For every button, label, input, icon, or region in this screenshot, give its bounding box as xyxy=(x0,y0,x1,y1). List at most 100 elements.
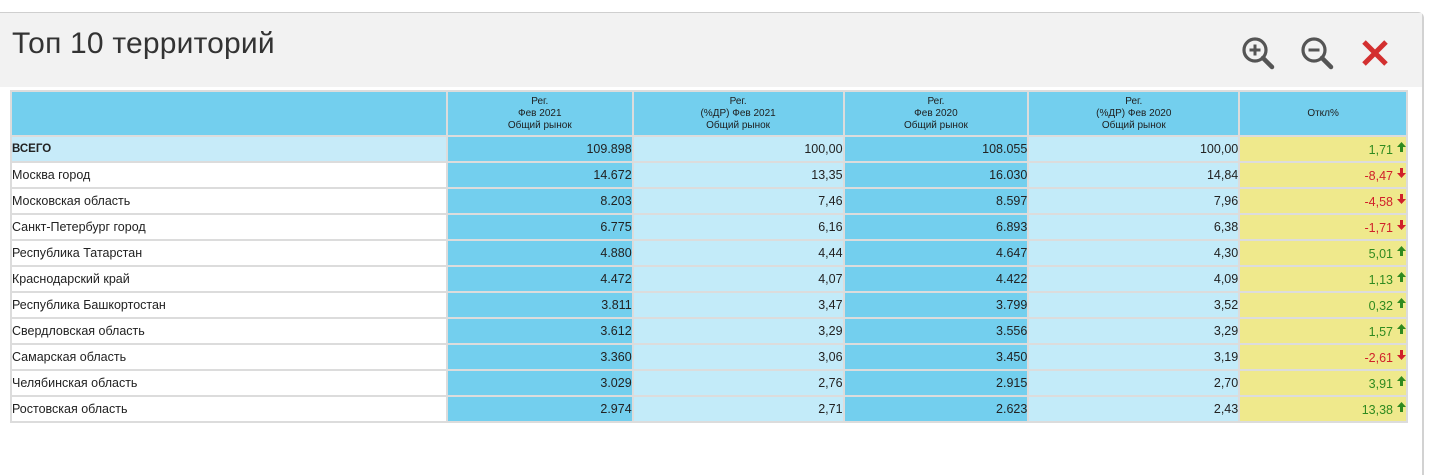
column-header-4[interactable]: Рег. (%ДР) Фев 2020 Общий рынок xyxy=(1029,92,1239,135)
column-header-line: Общий рынок xyxy=(507,119,572,131)
deviation-cell: 1,13 xyxy=(1240,267,1406,291)
deviation-cell: -8,47 xyxy=(1240,163,1406,187)
column-header-line: Рег. xyxy=(927,95,945,107)
value-2020-cell: 3.556 xyxy=(844,319,1028,343)
deviation-cell: 13,38 xyxy=(1240,397,1406,421)
territory-name-cell: Свердловская область xyxy=(12,319,446,343)
zoom-out-icon xyxy=(1301,37,1334,70)
table-row[interactable]: Ростовская область 2.974 2,71 2.623 2,43 13,3… xyxy=(12,397,1406,421)
arrow-down-icon xyxy=(1397,349,1406,360)
deviation-value: 0,32 xyxy=(1368,298,1393,313)
share-2020-cell: 3,19 xyxy=(1029,345,1239,369)
share-2021-cell: 100,00 xyxy=(633,137,843,161)
value-2021-cell: 2.974 xyxy=(447,397,632,421)
column-header-line: Общий рынок xyxy=(903,119,968,131)
column-header-2[interactable]: Рег. (%ДР) Фев 2021 Общий рынок xyxy=(633,92,843,135)
share-2020-cell: 2,70 xyxy=(1029,371,1239,395)
table-row[interactable]: Республика Башкортостан 3.811 3,47 3.799 3,5… xyxy=(12,293,1406,317)
share-2020-cell: 7,96 xyxy=(1029,189,1239,213)
value-2021-cell: 14.672 xyxy=(447,163,632,187)
arrow-up-icon xyxy=(1397,297,1406,308)
table-row[interactable]: Свердловская область 3.612 3,29 3.556 3,29 1,… xyxy=(12,319,1406,343)
deviation-cell: 1,71 xyxy=(1240,137,1406,161)
deviation-cell: 5,01 xyxy=(1240,241,1406,265)
value-2021-cell: 4.472 xyxy=(447,267,632,291)
widget-header: Топ 10 территорий xyxy=(0,13,1422,87)
arrow-up-icon xyxy=(1397,401,1406,412)
arrow-down-icon xyxy=(1397,219,1406,230)
share-2020-cell: 3,52 xyxy=(1029,293,1239,317)
share-2021-cell: 3,06 xyxy=(633,345,843,369)
column-header-3[interactable]: Рег. Фев 2020 Общий рынок xyxy=(844,92,1028,135)
deviation-value: 1,57 xyxy=(1368,324,1393,339)
zoom-out-button[interactable] xyxy=(1299,35,1335,71)
value-2020-cell: 16.030 xyxy=(844,163,1028,187)
share-2020-cell: 4,09 xyxy=(1029,267,1239,291)
share-2021-cell: 4,07 xyxy=(633,267,843,291)
table-row[interactable]: Краснодарский край 4.472 4,07 4.422 4,09 1,13 xyxy=(12,267,1406,291)
column-header-1[interactable]: Рег. Фев 2021 Общий рынок xyxy=(447,92,632,135)
zoom-in-icon xyxy=(1242,37,1275,70)
deviation-value: -4,58 xyxy=(1364,194,1394,209)
table-row[interactable]: Челябинская область 3.029 2,76 2.915 2,70 3,9… xyxy=(12,371,1406,395)
deviation-value: -8,47 xyxy=(1364,168,1394,183)
page-title: Топ 10 территорий xyxy=(12,27,275,60)
column-header-5[interactable]: Откл% xyxy=(1240,92,1406,135)
column-header-0[interactable] xyxy=(12,92,446,135)
share-2021-cell: 7,46 xyxy=(633,189,843,213)
deviation-value: 3,91 xyxy=(1368,376,1393,391)
column-header-line: Откл% xyxy=(1307,107,1339,119)
arrow-up-icon xyxy=(1397,141,1406,152)
share-2020-cell: 2,43 xyxy=(1029,397,1239,421)
table-row[interactable]: Республика Татарстан 4.880 4,44 4.647 4,30 5,… xyxy=(12,241,1406,265)
deviation-cell: 0,32 xyxy=(1240,293,1406,317)
close-button[interactable] xyxy=(1357,35,1393,71)
value-2020-cell: 6.893 xyxy=(844,215,1028,239)
share-2021-cell: 3,47 xyxy=(633,293,843,317)
arrow-up-icon xyxy=(1397,245,1406,256)
territory-name-cell: Челябинская область xyxy=(12,371,446,395)
share-2021-cell: 3,29 xyxy=(633,319,843,343)
widget-panel: Топ 10 территорий xyxy=(0,12,1424,475)
share-2020-cell: 4,30 xyxy=(1029,241,1239,265)
arrow-down-icon xyxy=(1397,167,1406,178)
value-2021-cell: 3.612 xyxy=(447,319,632,343)
territory-name-cell: Самарская область xyxy=(12,345,446,369)
deviation-value: 13,38 xyxy=(1361,402,1393,417)
zoom-in-button[interactable] xyxy=(1240,35,1276,71)
value-2021-cell: 109.898 xyxy=(447,137,632,161)
deviation-value: -1,71 xyxy=(1364,220,1394,235)
column-header-line: Фев 2020 xyxy=(914,107,958,119)
deviation-cell: 3,91 xyxy=(1240,371,1406,395)
deviation-value: 1,71 xyxy=(1368,142,1393,157)
close-icon xyxy=(1362,40,1388,66)
value-2021-cell: 3.811 xyxy=(447,293,632,317)
value-2020-cell: 3.450 xyxy=(844,345,1028,369)
table-row[interactable]: Московская область 8.203 7,46 8.597 7,96 -4,5… xyxy=(12,189,1406,213)
territory-name-cell: Санкт-Петербург город xyxy=(12,215,446,239)
share-2021-cell: 4,44 xyxy=(633,241,843,265)
column-header-line: Общий рынок xyxy=(1101,119,1166,131)
table-row[interactable]: Самарская область 3.360 3,06 3.450 3,19 -2,61 xyxy=(12,345,1406,369)
territory-name-cell: ВСЕГО xyxy=(12,137,446,161)
table-row[interactable]: Москва город 14.672 13,35 16.030 14,84 -8,47 xyxy=(12,163,1406,187)
deviation-cell: -2,61 xyxy=(1240,345,1406,369)
value-2020-cell: 4.422 xyxy=(844,267,1028,291)
territory-name-cell: Ростовская область xyxy=(12,397,446,421)
value-2021-cell: 6.775 xyxy=(447,215,632,239)
deviation-cell: 1,57 xyxy=(1240,319,1406,343)
arrow-down-icon xyxy=(1397,193,1406,204)
total-row[interactable]: ВСЕГО 109.898 100,00 108.055 100,00 1,71 xyxy=(12,137,1406,161)
share-2021-cell: 13,35 xyxy=(633,163,843,187)
column-header-line: Фев 2021 xyxy=(518,107,562,119)
share-2020-cell: 100,00 xyxy=(1029,137,1239,161)
column-header-line: Рег. xyxy=(531,95,549,107)
territory-name-cell: Республика Башкортостан xyxy=(12,293,446,317)
table-row[interactable]: Санкт-Петербург город 6.775 6,16 6.893 6,38 -… xyxy=(12,215,1406,239)
value-2021-cell: 8.203 xyxy=(447,189,632,213)
territory-name-cell: Краснодарский край xyxy=(12,267,446,291)
share-2021-cell: 6,16 xyxy=(633,215,843,239)
territory-name-cell: Республика Татарстан xyxy=(12,241,446,265)
table-body: ВСЕГО 109.898 100,00 108.055 100,00 1,71 Москв… xyxy=(12,137,1406,421)
value-2020-cell: 4.647 xyxy=(844,241,1028,265)
